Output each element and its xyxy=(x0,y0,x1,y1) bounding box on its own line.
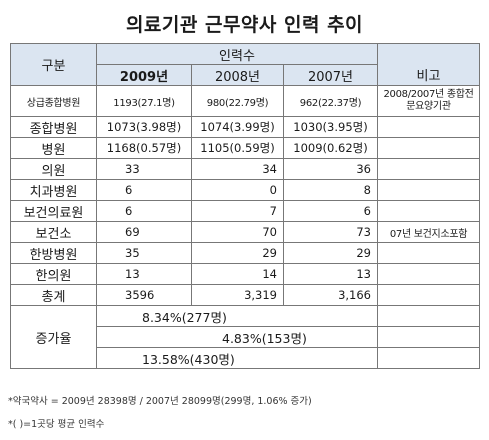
growth-remark-cell xyxy=(377,326,480,348)
value-2009: 33 xyxy=(96,158,192,180)
row-label: 병원 xyxy=(10,137,97,159)
table-row: 병원 1168(0.57명) 1105(0.59명) 1009(0.62명) xyxy=(10,137,480,159)
category-header: 구분 xyxy=(10,43,97,86)
value-2007: 36 xyxy=(283,158,378,180)
growth-2008-2007: 4.83%(153명) xyxy=(96,326,378,348)
value-2009: 69 xyxy=(96,221,192,243)
value-2008: 0 xyxy=(191,179,284,201)
table-row: 한의원 13 14 13 xyxy=(10,263,480,285)
remark-header: 비고 xyxy=(377,64,480,86)
header-row-1: 구분 인력수 xyxy=(10,43,480,86)
growth-row: 13.58%(430명) xyxy=(11,347,480,369)
page-title: 의료기관 근무약사 인력 추이 xyxy=(125,14,364,36)
year-header-2009: 2009년 xyxy=(96,64,192,86)
growth-label: 증가율 xyxy=(10,305,97,369)
value-2007: 1030(3.95명) xyxy=(283,116,378,138)
remark-cell: 2008/2007년 종합전문요양기관 xyxy=(377,85,480,117)
remark-cell: 07년 보건지소포함 xyxy=(377,221,480,243)
value-2007: 8 xyxy=(283,179,378,201)
value-2008: 1074(3.99명) xyxy=(191,116,284,138)
table-row: 상급종합병원 1193(27.1명) 980(22.79명) 962(22.37명) 2… xyxy=(10,85,480,117)
value-2008: 34 xyxy=(191,158,284,180)
value-2008: 1105(0.59명) xyxy=(191,137,284,159)
row-label: 보건의료원 xyxy=(10,200,97,222)
growth-remark-cell xyxy=(377,305,480,327)
value-2009: 6 xyxy=(96,200,192,222)
header-row-2: 2009년 2008년 2007년 비고 xyxy=(11,64,480,86)
row-label: 종합병원 xyxy=(10,116,97,138)
row-label: 한방병원 xyxy=(10,242,97,264)
remark-cell xyxy=(377,284,480,306)
table-row: 의원 33 34 36 xyxy=(10,158,480,180)
row-label: 총계 xyxy=(10,284,97,306)
value-2009: 3596 xyxy=(96,284,192,306)
value-2009: 1168(0.57명) xyxy=(96,137,192,159)
value-2007: 3,166 xyxy=(283,284,378,306)
value-2008: 29 xyxy=(191,242,284,264)
row-label: 치과병원 xyxy=(10,179,97,201)
year-header-2008: 2008년 xyxy=(191,64,284,86)
value-2007: 13 xyxy=(283,263,378,285)
value-2008: 7 xyxy=(191,200,284,222)
remark-cell xyxy=(377,200,480,222)
table-row: 치과병원 6 0 8 xyxy=(10,179,480,201)
table-row: 한방병원 35 29 29 xyxy=(10,242,480,264)
value-2009: 35 xyxy=(96,242,192,264)
table-row: 보건의료원 6 7 6 xyxy=(10,200,480,222)
remark-header-top xyxy=(377,43,480,65)
value-2007: 29 xyxy=(283,242,378,264)
value-2007: 1009(0.62명) xyxy=(283,137,378,159)
value-2008: 14 xyxy=(191,263,284,285)
table-row: 보건소 69 70 73 07년 보건지소포함 xyxy=(10,221,480,243)
value-2007: 962(22.37명) xyxy=(283,85,378,117)
value-2008: 70 xyxy=(191,221,284,243)
remark-cell xyxy=(377,179,480,201)
pharmacist-table: 구분 인력수 2009년 2008년 2007년 비고 상급종합병원 1193(2… xyxy=(10,43,480,369)
remark-cell xyxy=(377,242,480,264)
row-label: 의원 xyxy=(10,158,97,180)
value-2007: 6 xyxy=(283,200,378,222)
growth-2009-2007: 13.58%(430명) xyxy=(96,347,378,369)
value-2009: 1193(27.1명) xyxy=(96,85,192,117)
row-label: 한의원 xyxy=(10,263,97,285)
manpower-header: 인력수 xyxy=(96,43,378,65)
growth-row: 증가율 8.34%(277명) xyxy=(10,305,480,369)
growth-remark-cell xyxy=(377,347,480,369)
value-2009: 1073(3.98명) xyxy=(96,116,192,138)
note-average: *( )=1곳당 평균 인력수 xyxy=(8,419,105,430)
value-2009: 13 xyxy=(96,263,192,285)
growth-2009-2008: 8.34%(277명) xyxy=(96,305,378,327)
remark-cell xyxy=(377,263,480,285)
year-header-2007: 2007년 xyxy=(283,64,378,86)
value-2009: 6 xyxy=(96,179,192,201)
table-row: 종합병원 1073(3.98명) 1074(3.99명) 1030(3.95명) xyxy=(10,116,480,138)
remark-cell xyxy=(377,137,480,159)
row-label: 상급종합병원 xyxy=(10,85,97,117)
table-row: 총계 3596 3,319 3,166 xyxy=(10,284,480,306)
note-pharmacy: *약국약사 = 2009년 28398명 / 2007년 28099명(299명… xyxy=(8,396,312,407)
row-label: 보건소 xyxy=(10,221,97,243)
value-2007: 73 xyxy=(283,221,378,243)
remark-cell xyxy=(377,116,480,138)
value-2008: 3,319 xyxy=(191,284,284,306)
remark-cell xyxy=(377,158,480,180)
value-2008: 980(22.79명) xyxy=(191,85,284,117)
